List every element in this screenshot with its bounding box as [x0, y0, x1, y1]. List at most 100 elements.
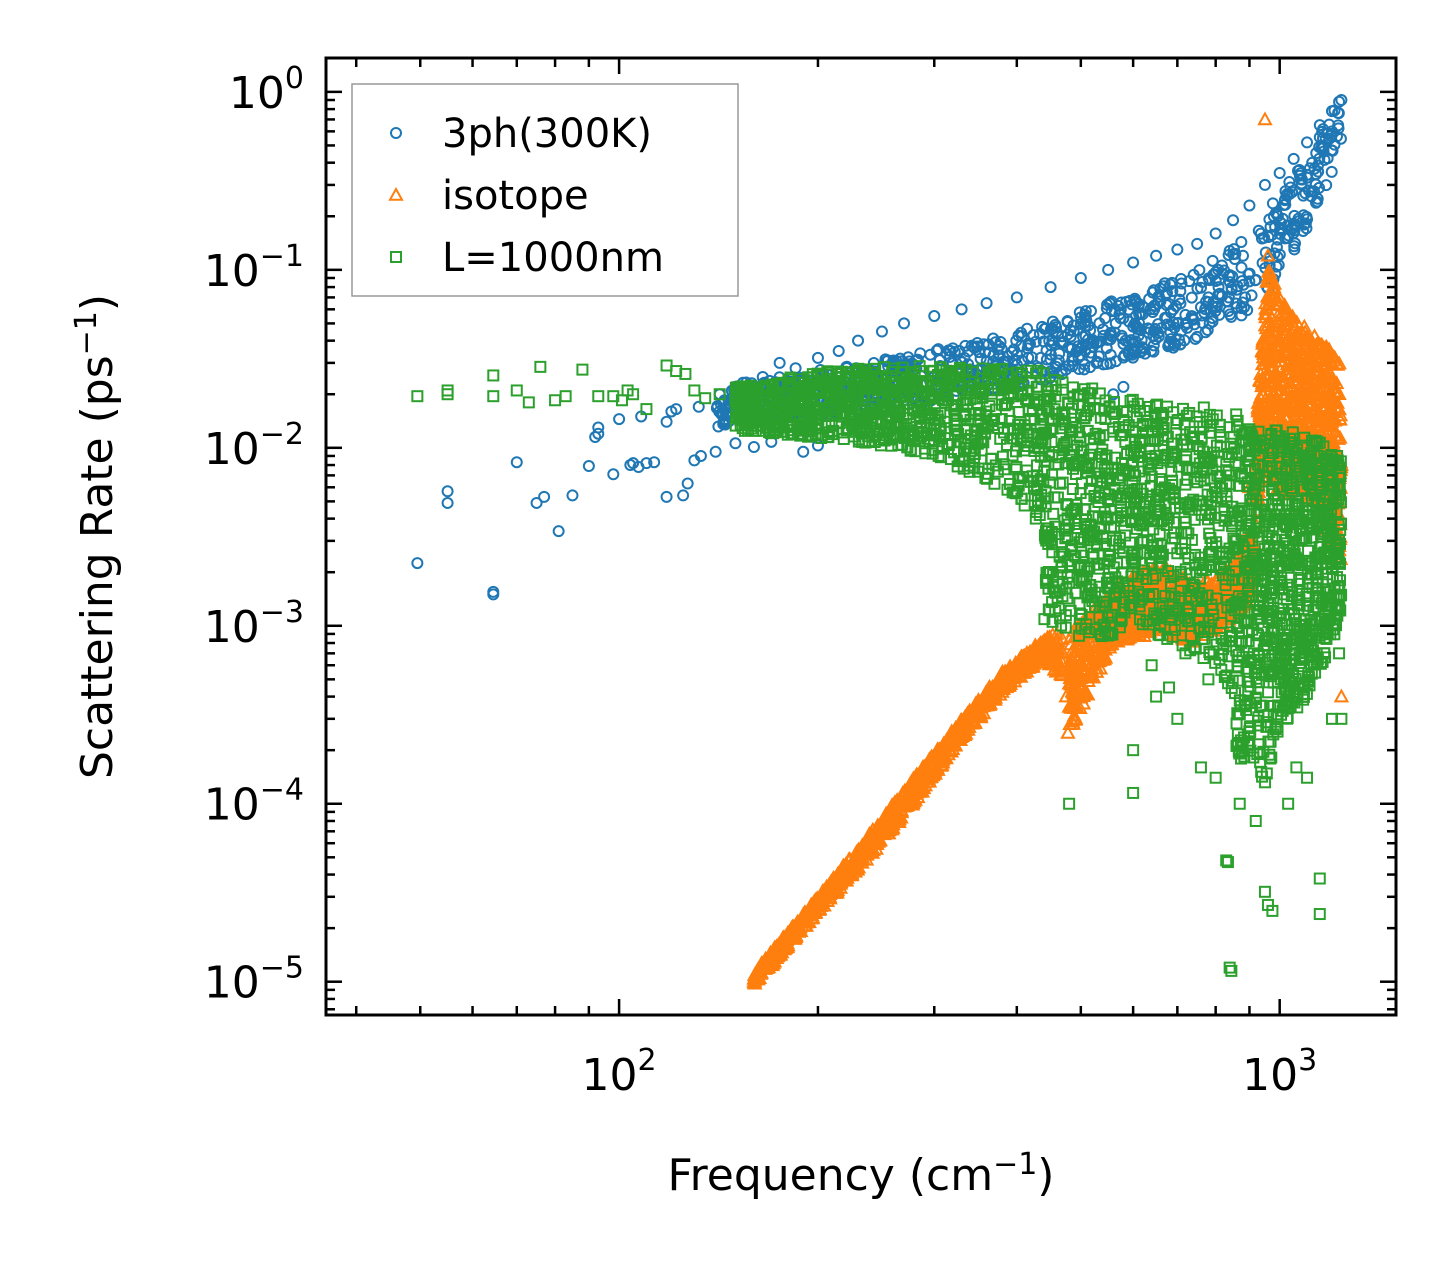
- data-point-circle: [1171, 317, 1184, 330]
- data-point-circle-band: [1152, 327, 1165, 340]
- data-point-circle-band: [933, 354, 946, 367]
- data-point-circle-band: [1167, 303, 1180, 316]
- data-point-triangle: [1331, 386, 1347, 401]
- data-point-square-band: [969, 384, 982, 397]
- data-point-triangle-band: [1320, 368, 1336, 383]
- data-point-square-band: [895, 366, 908, 379]
- data-point-triangle-band: [1283, 365, 1300, 380]
- data-point-triangle: [1333, 688, 1350, 703]
- data-point-circle-band: [1092, 350, 1105, 363]
- data-point-circle-band: [1206, 254, 1219, 267]
- data-point-circle-band: [1187, 268, 1200, 281]
- data-point-square-band: [948, 417, 961, 430]
- data-point-circle-band: [1291, 164, 1304, 177]
- data-point-triangle-band: [1302, 389, 1319, 404]
- data-point-square-band: [1020, 393, 1033, 406]
- data-point-circle-band: [1271, 233, 1284, 246]
- data-point-circle-band: [712, 420, 725, 433]
- data-point-circle-band: [1332, 106, 1345, 119]
- data-point-triangle-band: [1046, 638, 1062, 653]
- data-point-circle-band: [1101, 298, 1114, 311]
- data-point-circle-band: [973, 346, 986, 359]
- data-point-triangle-band: [833, 874, 849, 889]
- data-point-circle: [692, 400, 705, 413]
- data-point-circle-band: [1274, 227, 1287, 240]
- data-point-triangle-band: [823, 881, 839, 896]
- data-point-triangle: [1312, 408, 1328, 423]
- data-point-triangle-band: [1327, 423, 1343, 437]
- data-point-circle: [1313, 119, 1326, 132]
- data-point-triangle: [1073, 679, 1089, 694]
- data-point-circle-band: [1175, 272, 1188, 285]
- data-point-circle: [773, 356, 786, 369]
- data-point-circle-band: [1139, 347, 1152, 360]
- data-point-circle: [747, 441, 760, 454]
- data-point-triangle-band: [907, 791, 924, 806]
- data-point-circle: [681, 477, 694, 490]
- data-point-circle-band: [1235, 261, 1248, 274]
- data-point-triangle-band: [1279, 396, 1295, 411]
- data-point-triangle: [755, 959, 771, 974]
- data-point-circle-band: [1061, 315, 1074, 328]
- data-point-circle: [1010, 291, 1023, 304]
- data-point-triangle: [945, 731, 961, 746]
- data-point-circle-band: [1065, 343, 1078, 356]
- data-point-square-band: [742, 382, 755, 395]
- data-point-circle-band: [1199, 303, 1212, 316]
- data-point-circle-band: [1212, 281, 1225, 294]
- data-point-triangle-band: [1253, 366, 1269, 380]
- data-point-circle: [1117, 380, 1130, 393]
- data-point-circle-band: [1103, 328, 1116, 341]
- data-point-square-band: [1010, 445, 1023, 458]
- data-point-circle: [1333, 95, 1346, 108]
- data-point-circle-band: [1311, 195, 1324, 208]
- data-point-circle-band: [1044, 353, 1057, 366]
- data-point-circle-band: [1227, 243, 1240, 256]
- data-point-circle: [1295, 178, 1308, 191]
- data-point-circle-band: [1090, 357, 1103, 370]
- data-point-circle-band: [1084, 305, 1097, 318]
- data-point-circle: [1267, 210, 1280, 223]
- data-point-circle-band: [1073, 362, 1086, 375]
- data-point-circle-band: [1148, 300, 1161, 313]
- data-point-circle: [898, 317, 911, 330]
- data-point-square-band: [998, 463, 1011, 476]
- data-point-triangle-band: [1329, 356, 1346, 371]
- data-point-square-band: [858, 363, 871, 376]
- data-point-circle-band: [1162, 340, 1175, 353]
- data-point-triangle-band: [1013, 663, 1029, 678]
- data-point-circle-band: [924, 348, 937, 361]
- data-point-circle: [1279, 193, 1292, 206]
- data-point-circle-band: [1270, 260, 1283, 273]
- data-point-circle-band: [1145, 344, 1158, 357]
- data-point-circle-band: [1053, 347, 1066, 360]
- data-point-triangle-band: [1309, 388, 1326, 403]
- data-point-triangle-band: [1262, 345, 1278, 359]
- data-point-triangle-band: [1306, 374, 1323, 389]
- data-point-circle-band: [1015, 330, 1028, 343]
- data-point-triangle: [1016, 651, 1032, 665]
- data-point-triangle-band: [1069, 686, 1086, 700]
- data-point-circle-band: [1185, 291, 1198, 304]
- data-point-circle-band: [1097, 329, 1110, 342]
- data-point-circle: [1102, 263, 1115, 276]
- data-point-triangle-band: [1064, 713, 1081, 728]
- data-point-circle-band: [1270, 241, 1283, 254]
- data-point-square-band: [877, 431, 890, 444]
- data-point-triangle: [916, 769, 933, 784]
- data-point-triangle: [1271, 315, 1288, 330]
- data-point-triangle-band: [905, 783, 922, 798]
- data-point-triangle-band: [916, 780, 932, 795]
- data-point-square-band: [768, 426, 781, 439]
- data-point-circle-band: [1242, 268, 1255, 281]
- data-point-circle-band: [1052, 354, 1065, 367]
- data-point-circle-band: [1220, 295, 1233, 308]
- data-point-circle: [487, 585, 500, 598]
- data-point-triangle-band: [1090, 653, 1107, 668]
- data-point-circle-band: [1123, 294, 1136, 307]
- data-point-circle-band: [1223, 269, 1236, 282]
- data-point-triangle-band: [1035, 649, 1051, 664]
- data-point-circle-band: [1236, 275, 1249, 288]
- data-point-circle-band: [1174, 285, 1187, 298]
- data-point-circle-band: [1040, 353, 1053, 366]
